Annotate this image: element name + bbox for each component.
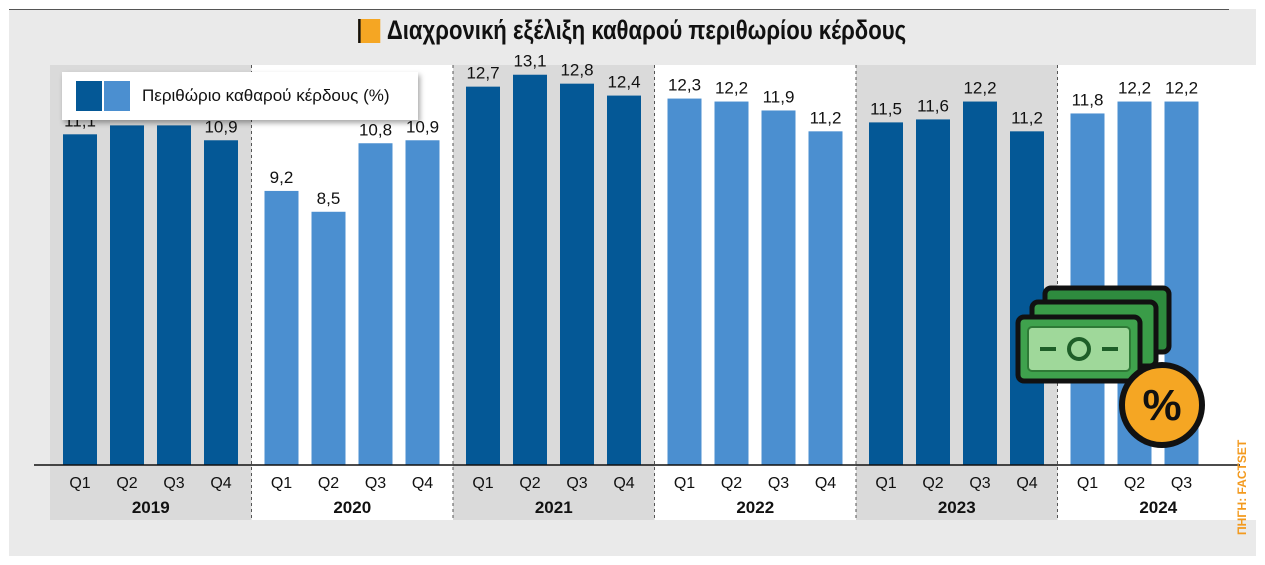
tick-label-2020-Q4: Q4: [412, 475, 433, 492]
bar-2019-Q2: [110, 125, 144, 465]
tick-label-2021-Q2: Q2: [519, 475, 540, 492]
bar-2022-Q1: [667, 98, 702, 465]
tick-label-2020-Q3: Q3: [365, 475, 386, 492]
source-note: ΠΗΓΗ: FACTSET: [1235, 439, 1249, 535]
data-label-2023-Q4: 11,2: [1011, 108, 1043, 127]
bar-2021-Q4: [607, 95, 641, 465]
year-label-2023: 2023: [938, 498, 976, 517]
tick-label-2023-Q2: Q2: [922, 475, 943, 492]
bar-2023-Q2: [916, 119, 950, 466]
bar-2021-Q3: [560, 83, 594, 466]
tick-label-2024-Q3: Q3: [1171, 475, 1192, 492]
top-rule: [9, 9, 1229, 10]
svg-text:%: %: [1142, 381, 1181, 430]
data-label-2021-Q2: 13,1: [513, 52, 546, 71]
data-label-2023-Q2: 11,6: [917, 96, 949, 115]
bar-2021-Q1: [466, 86, 500, 465]
tick-label-2024-Q2: Q2: [1124, 475, 1145, 492]
data-label-2020-Q3: 10,8: [359, 120, 392, 139]
tick-label-2021-Q4: Q4: [613, 475, 634, 492]
bar-2022-Q2: [714, 101, 749, 466]
data-label-2022-Q2: 12,2: [715, 79, 748, 98]
data-label-2022-Q4: 11,2: [810, 108, 842, 127]
year-label-2024: 2024: [1139, 498, 1177, 517]
money-percent-icon: %: [1015, 285, 1205, 448]
bar-2023-Q4: [1010, 131, 1044, 466]
data-label-2022-Q1: 12,3: [668, 76, 701, 95]
tick-label-2021-Q1: Q1: [472, 475, 493, 492]
tick-label-2023-Q1: Q1: [875, 475, 896, 492]
bar-2020-Q4: [405, 140, 440, 466]
chart-title-wrap: Διαχρονική εξέλιξη καθαρού περιθωρίου κέ…: [358, 15, 907, 46]
title-bar: Διαχρονική εξέλιξη καθαρού περιθωρίου κέ…: [9, 15, 1256, 51]
year-label-2022: 2022: [736, 498, 774, 517]
bar-2020-Q2: [311, 211, 346, 465]
data-label-2019-Q4: 10,9: [204, 117, 237, 136]
bar-2019-Q3: [157, 125, 191, 465]
bar-2021-Q2: [513, 74, 547, 466]
legend: Περιθώριο καθαρού κέρδους (%): [62, 72, 418, 120]
tick-label-2023-Q4: Q4: [1016, 475, 1037, 492]
year-label-2019: 2019: [132, 498, 170, 517]
bar-2023-Q1: [869, 122, 903, 465]
tick-label-2019-Q2: Q2: [116, 475, 137, 492]
tick-label-2022-Q1: Q1: [674, 475, 695, 492]
data-label-2024-Q3: 12,2: [1165, 79, 1198, 98]
tick-label-2019-Q1: Q1: [69, 475, 90, 492]
data-label-2023-Q1: 11,5: [870, 99, 902, 118]
year-label-2021: 2021: [535, 498, 573, 517]
tick-label-2024-Q1: Q1: [1077, 475, 1098, 492]
arrow-down-icon: [358, 18, 381, 43]
bar-2020-Q1: [264, 190, 299, 465]
data-label-2020-Q2: 8,5: [317, 189, 341, 208]
bar-2023-Q3: [963, 101, 997, 466]
data-label-2021-Q3: 12,8: [560, 61, 593, 80]
tick-label-2019-Q4: Q4: [210, 475, 231, 492]
data-label-2024-Q2: 12,2: [1118, 79, 1151, 98]
tick-label-2022-Q4: Q4: [815, 475, 836, 492]
tick-label-2021-Q3: Q3: [566, 475, 587, 492]
bar-2019-Q1: [63, 134, 97, 465]
data-label-2023-Q3: 12,2: [963, 79, 996, 98]
bar-2019-Q4: [204, 140, 238, 466]
data-label-2024-Q1: 11,8: [1072, 90, 1104, 109]
tick-label-2020-Q2: Q2: [318, 475, 339, 492]
chart-title: Διαχρονική εξέλιξη καθαρού περιθωρίου κέ…: [387, 15, 907, 45]
bar-2022-Q4: [808, 131, 843, 466]
tick-label-2019-Q3: Q3: [163, 475, 184, 492]
data-label-2021-Q4: 12,4: [607, 73, 640, 92]
data-label-2021-Q1: 12,7: [466, 64, 499, 83]
bar-2022-Q3: [761, 110, 796, 466]
year-label-2020: 2020: [333, 498, 371, 517]
legend-swatch-dark: [76, 81, 102, 111]
legend-label: Περιθώριο καθαρού κέρδους (%): [142, 86, 390, 105]
tick-label-2022-Q2: Q2: [721, 475, 742, 492]
legend-swatch-light: [104, 81, 130, 111]
tick-label-2022-Q3: Q3: [768, 475, 789, 492]
data-label-2020-Q1: 9,2: [270, 168, 294, 187]
tick-label-2023-Q3: Q3: [969, 475, 990, 492]
data-label-2020-Q4: 10,9: [406, 117, 439, 136]
tick-label-2020-Q1: Q1: [271, 475, 292, 492]
data-label-2022-Q3: 11,9: [763, 87, 795, 106]
bar-2020-Q3: [358, 143, 393, 465]
